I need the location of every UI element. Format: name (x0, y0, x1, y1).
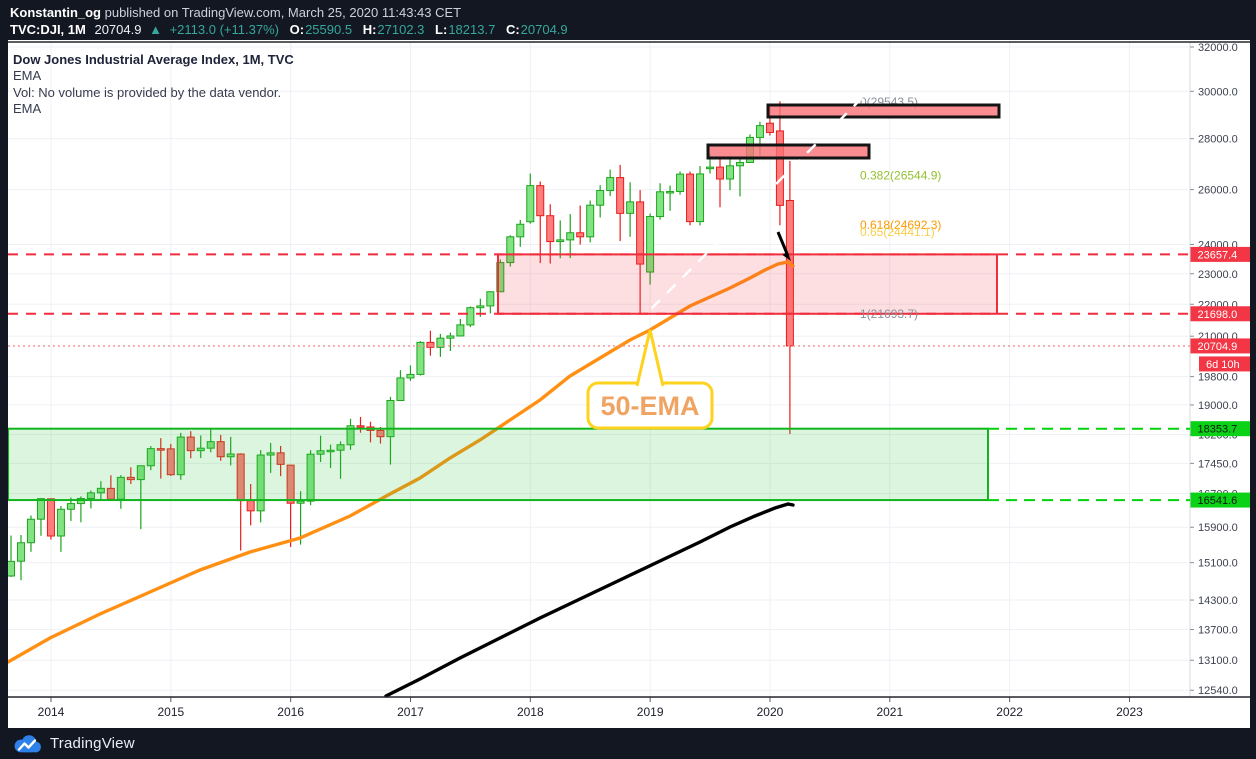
svg-text:26000.0: 26000.0 (1198, 185, 1238, 197)
price-badges: 23657.4 21698.0 20704.9 6d 10h 18353.7 16541.… (1190, 246, 1250, 508)
svg-text:13700.0: 13700.0 (1198, 624, 1238, 636)
svg-text:1(21693.7): 1(21693.7) (860, 307, 918, 321)
svg-text:14300.0: 14300.0 (1198, 595, 1238, 607)
svg-text:6d 10h: 6d 10h (1206, 359, 1240, 371)
close-label: C: (505, 22, 520, 37)
black-arrow-head (782, 251, 791, 261)
up-arrow-icon: ▲ (149, 22, 162, 37)
price-change: +2113.0 (+11.37%) (169, 22, 279, 37)
svg-text:21698.0: 21698.0 (1198, 309, 1238, 321)
svg-text:2021: 2021 (876, 705, 903, 719)
svg-text:2020: 2020 (757, 705, 784, 719)
price-chart[interactable]: 32000.030000.028000.026000.024000.023000… (0, 40, 1256, 728)
svg-text:17450.0: 17450.0 (1198, 458, 1238, 470)
svg-text:2022: 2022 (996, 705, 1023, 719)
svg-text:15900.0: 15900.0 (1198, 522, 1238, 534)
legend-ema-2[interactable]: EMA (13, 101, 42, 116)
svg-text:13100.0: 13100.0 (1198, 655, 1238, 667)
high-label: H: (362, 22, 377, 37)
last-price: 20704.9 (94, 22, 142, 37)
low-value: 18213.7 (448, 22, 496, 37)
price-axis-labels: 32000.030000.028000.026000.024000.023000… (1190, 42, 1238, 697)
svg-text:20704.9: 20704.9 (1198, 341, 1238, 353)
svg-text:19000.0: 19000.0 (1198, 400, 1238, 412)
supply-box-1 (766, 103, 1001, 119)
tradingview-brand[interactable]: TradingView (50, 735, 135, 752)
publisher-name[interactable]: Konstantin_og (10, 5, 101, 20)
footer-bar: TradingView (0, 728, 1256, 759)
svg-text:23657.4: 23657.4 (1198, 249, 1238, 261)
svg-text:2016: 2016 (277, 705, 304, 719)
svg-text:2014: 2014 (38, 705, 65, 719)
legend-volume[interactable]: Vol: No volume is provided by the data v… (13, 84, 282, 100)
low-label: L: (435, 22, 448, 37)
published-text: published on TradingView.com, March 25, … (101, 5, 462, 20)
svg-text:2015: 2015 (157, 705, 184, 719)
svg-text:23000.0: 23000.0 (1198, 269, 1238, 281)
fib-labels: 0(29543.5)0.382(26544.9)0.618(24692.3)0.… (860, 95, 941, 321)
black-arrow (776, 231, 790, 257)
legend-ema-1[interactable]: EMA (13, 68, 42, 83)
svg-text:19800.0: 19800.0 (1198, 372, 1238, 384)
svg-text:12540.0: 12540.0 (1198, 685, 1238, 697)
ema-50-line (6, 260, 795, 664)
svg-text:30000.0: 30000.0 (1198, 86, 1238, 98)
svg-text:2017: 2017 (397, 705, 424, 719)
open-label: O: (289, 22, 305, 37)
svg-text:28000.0: 28000.0 (1198, 134, 1238, 146)
ema-200-line (384, 502, 795, 698)
supply-box-2 (706, 143, 871, 160)
close-value: 20704.9 (520, 22, 568, 37)
demand-zone (7, 427, 989, 502)
svg-text:32000.0: 32000.0 (1198, 42, 1238, 54)
symbol-label[interactable]: TVC:DJI, 1M (10, 22, 86, 37)
svg-text:18353.7: 18353.7 (1198, 424, 1238, 436)
svg-text:0.65(24441.1): 0.65(24441.1) (860, 225, 935, 239)
publish-info: Konstantin_og published on TradingView.c… (10, 4, 1256, 21)
ema-callout-text: 50-EMA (600, 391, 699, 421)
svg-text:0.618(24692.3): 0.618(24692.3) (860, 218, 941, 232)
legend-title[interactable]: Dow Jones Industrial Average Index, 1M, … (13, 52, 294, 67)
ema-callout-pointer (635, 329, 665, 387)
svg-text:2019: 2019 (637, 705, 664, 719)
svg-text:2018: 2018 (517, 705, 544, 719)
open-value: 25590.5 (305, 22, 353, 37)
top-bar: Konstantin_og published on TradingView.c… (0, 0, 1256, 40)
symbol-info-row: TVC:DJI, 1M 20704.9 ▲ +2113.0 (+11.37%) … (10, 21, 1256, 38)
chart-legend: Dow Jones Industrial Average Index, 1M, … (13, 51, 294, 118)
tradingview-logo-icon[interactable] (12, 733, 42, 755)
svg-text:0.382(26544.9): 0.382(26544.9) (860, 168, 941, 182)
high-value: 27102.3 (377, 22, 425, 37)
time-axis-labels: 2014 2015 2016 2017 2018 2019 2020 2021 2022 2023 (38, 697, 1143, 719)
chart-area[interactable]: 32000.0 30000.0 28000.0 26000.0 24000.0 23000… (0, 40, 1256, 728)
supply-zone (497, 253, 998, 315)
candles-layer (7, 101, 794, 581)
svg-text:16541.6: 16541.6 (1198, 495, 1238, 507)
svg-text:15100.0: 15100.0 (1198, 558, 1238, 570)
svg-text:2023: 2023 (1116, 705, 1143, 719)
